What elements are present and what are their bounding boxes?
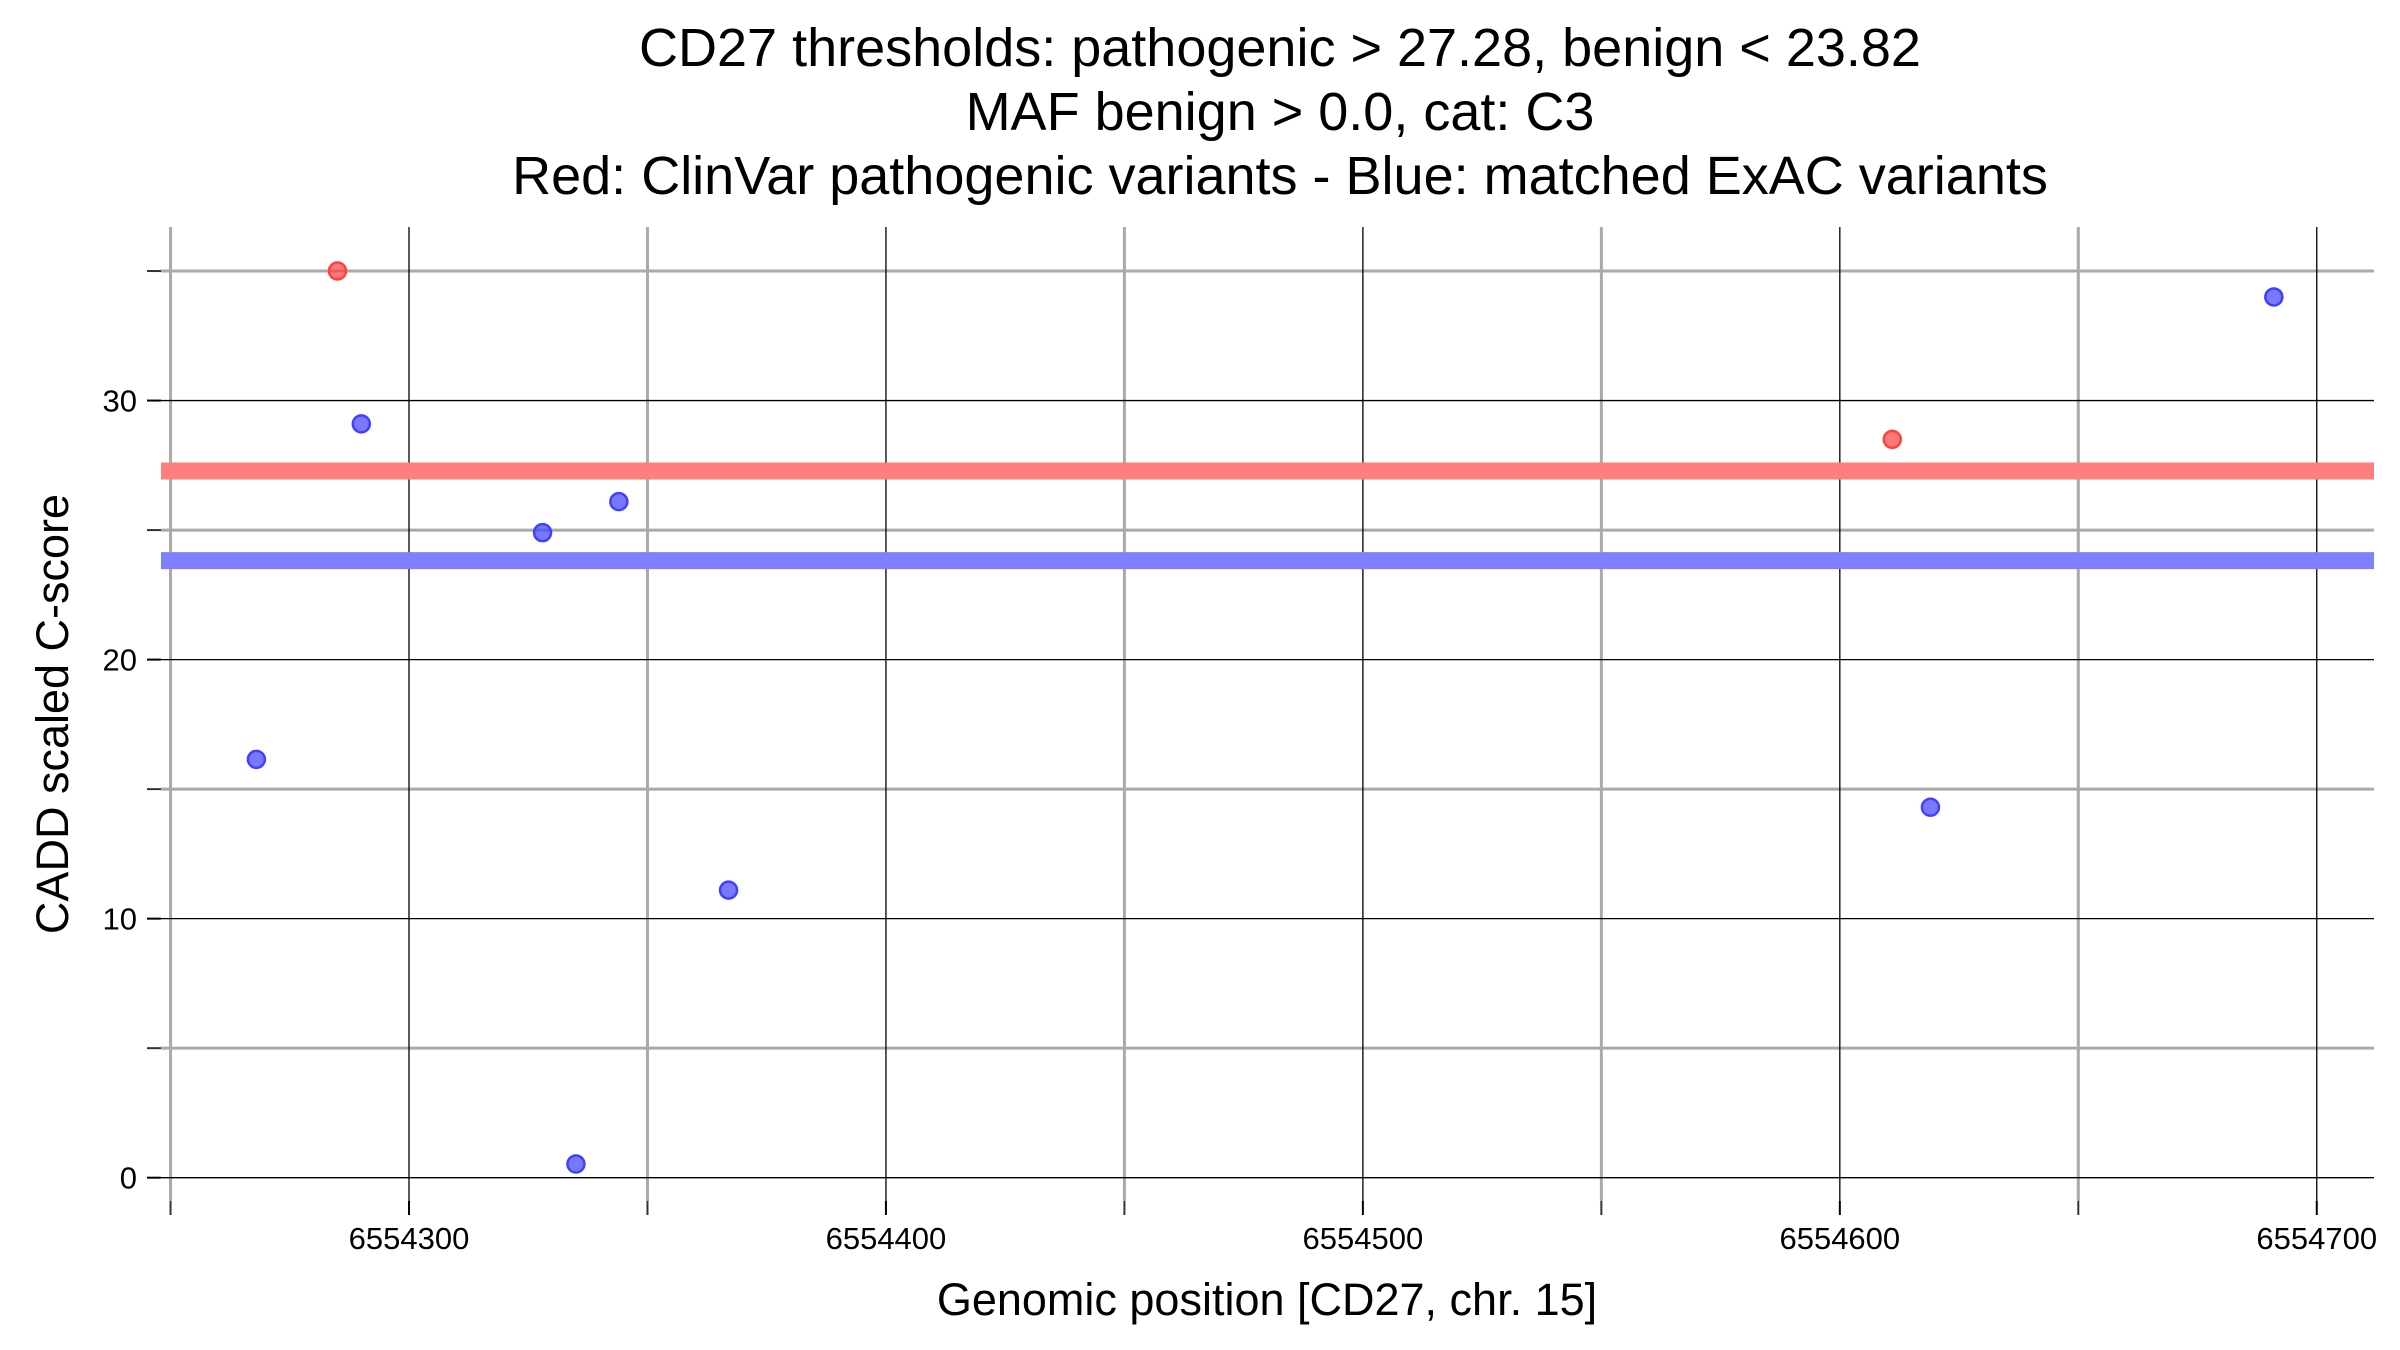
x-tick-label: 6554300 [349, 1221, 470, 1256]
x-tick-label: 6554500 [1303, 1221, 1424, 1256]
y-tick-label: 20 [103, 643, 137, 678]
y-axis-label: CADD scaled C-score [27, 494, 78, 934]
point [246, 749, 267, 770]
x-tick-label: 6554400 [826, 1221, 947, 1256]
point [2264, 287, 2284, 307]
point [532, 522, 553, 543]
point [351, 414, 372, 434]
point [718, 880, 739, 900]
x-tick-label: 6554700 [2256, 1221, 2377, 1256]
chart-title: MAF benign > 0.0, cat: C3 [966, 82, 1595, 142]
point [1920, 797, 1941, 818]
chart-title: CD27 thresholds: pathogenic > 27.28, ben… [639, 18, 1921, 78]
point [609, 491, 629, 512]
plot-area: 6554300 6554400 6554500 6554600 6554700 0 10 20… [103, 227, 2377, 1256]
y-tick-label: 0 [120, 1161, 137, 1196]
y-tick-label: 10 [103, 902, 137, 937]
point [566, 1154, 586, 1174]
point [327, 261, 348, 281]
x-axis-label: Genomic position [CD27, chr. 15] [937, 1274, 1597, 1325]
x-tick-label: 6554600 [1779, 1221, 1900, 1256]
y-tick-label: 30 [103, 384, 137, 419]
chart-title: Red: ClinVar pathogenic variants - Blue:… [512, 146, 2048, 206]
point [1882, 429, 1903, 450]
